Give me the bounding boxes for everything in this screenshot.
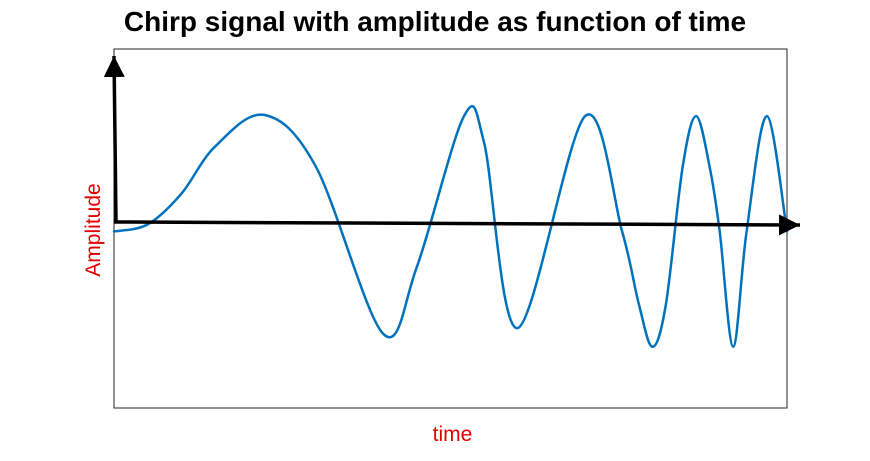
plot-box (113, 48, 788, 409)
y-axis-label: Amplitude (82, 183, 105, 277)
chart-title: Chirp signal with amplitude as function … (123, 6, 747, 37)
y-axis-arrow (103, 55, 125, 223)
x-axis-arrow (113, 214, 801, 236)
x-axis-label: time (432, 423, 473, 446)
chirp-signal-line (112, 104, 789, 349)
